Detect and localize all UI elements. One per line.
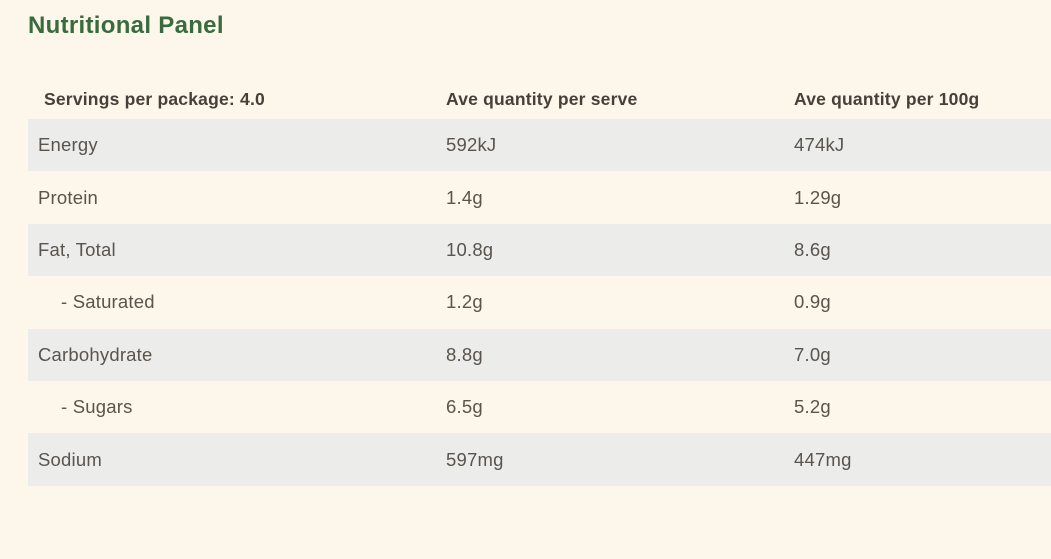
value-per-serve: 8.8g bbox=[446, 343, 483, 365]
value-per-100g: 0.9g bbox=[794, 291, 831, 313]
nutrient-label: Energy bbox=[38, 134, 98, 156]
page-title: Nutritional Panel bbox=[28, 12, 224, 39]
value-per-100g: 5.2g bbox=[794, 396, 831, 418]
value-per-100g: 474kJ bbox=[794, 134, 845, 156]
table-header-row: Servings per package: 4.0 Ave quantity p… bbox=[28, 79, 1051, 119]
value-per-100g: 7.0g bbox=[794, 343, 831, 365]
value-per-serve: 592kJ bbox=[446, 134, 497, 156]
table-row-sugars: - Sugars 6.5g 5.2g bbox=[28, 381, 1051, 433]
value-per-serve: 597mg bbox=[446, 448, 504, 470]
table-row-energy: Energy 592kJ 474kJ bbox=[28, 119, 1051, 172]
value-per-100g: 8.6g bbox=[794, 238, 831, 260]
table-row-carbohydrate: Carbohydrate 8.8g 7.0g bbox=[28, 328, 1051, 381]
nutrient-label: - Saturated bbox=[61, 291, 155, 313]
header-ave-quantity-per-100g: Ave quantity per 100g bbox=[794, 88, 980, 109]
header-ave-quantity-per-serve: Ave quantity per serve bbox=[446, 88, 638, 109]
nutrient-label: - Sugars bbox=[61, 396, 133, 418]
value-per-serve: 1.4g bbox=[446, 186, 483, 208]
nutrient-label: Carbohydrate bbox=[38, 343, 153, 365]
table-row-sodium: Sodium 597mg 447mg bbox=[28, 433, 1051, 486]
value-per-serve: 10.8g bbox=[446, 238, 494, 260]
table-row-protein: Protein 1.4g 1.29g bbox=[28, 171, 1051, 223]
header-servings-per-package: Servings per package: 4.0 bbox=[44, 88, 265, 109]
value-per-100g: 447mg bbox=[794, 448, 852, 470]
value-per-serve: 6.5g bbox=[446, 396, 483, 418]
table-row-saturated: - Saturated 1.2g 0.9g bbox=[28, 276, 1051, 328]
nutrient-label: Sodium bbox=[38, 448, 102, 470]
value-per-100g: 1.29g bbox=[794, 186, 842, 208]
nutrient-label: Fat, Total bbox=[38, 238, 116, 260]
value-per-serve: 1.2g bbox=[446, 291, 483, 313]
table-body: Energy 592kJ 474kJ Protein 1.4g 1.29g Fa… bbox=[28, 119, 1051, 486]
nutrient-label: Protein bbox=[38, 186, 99, 208]
nutrition-table: Servings per package: 4.0 Ave quantity p… bbox=[28, 79, 1051, 486]
table-row-fat-total: Fat, Total 10.8g 8.6g bbox=[28, 223, 1051, 277]
